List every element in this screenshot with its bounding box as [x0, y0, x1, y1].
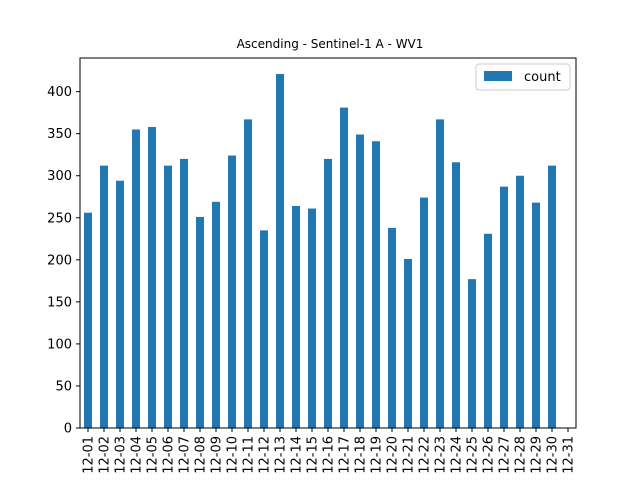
y-tick-label: 350	[47, 127, 72, 142]
x-tick-label: 12-12	[258, 436, 273, 474]
bar-12-22	[420, 197, 428, 428]
y-tick-label: 400	[47, 85, 72, 100]
x-tick-label: 12-02	[98, 436, 113, 474]
x-tick-label: 12-28	[514, 436, 529, 474]
bar-12-25	[468, 279, 476, 428]
legend-box	[475, 63, 571, 91]
x-tick-label: 12-29	[530, 436, 545, 474]
bar-12-28	[516, 175, 524, 428]
x-tick-label: 12-16	[322, 436, 337, 474]
x-tick-label: 12-10	[226, 436, 241, 474]
bar-12-11	[244, 119, 252, 429]
bar-12-09	[212, 201, 220, 428]
legend: count	[475, 63, 571, 91]
y-tick-label: 200	[47, 253, 72, 268]
x-tick-label: 12-07	[178, 436, 193, 474]
x-tick-label: 12-08	[194, 436, 209, 474]
x-tick-label: 12-13	[274, 436, 289, 474]
x-tick-label: 12-15	[306, 436, 321, 474]
x-tick-label: 12-09	[210, 436, 225, 474]
legend-label: count	[524, 70, 561, 85]
plot-frame	[79, 57, 577, 429]
bar-12-10	[228, 155, 236, 428]
x-tick-label: 12-06	[162, 436, 177, 474]
x-axis: 12-01 12-02 12-03 12-04 12-05 12-06 12-07 12-08…	[82, 428, 577, 474]
x-tick-label: 12-22	[418, 436, 433, 474]
x-tick-label: 12-21	[402, 436, 417, 474]
bar-12-15	[308, 208, 316, 428]
y-axis: 0 50 100 150 200 250 300 350 400	[47, 85, 80, 437]
bar-12-07	[180, 158, 188, 428]
bar-12-29	[532, 202, 540, 428]
x-tick-label: 12-04	[130, 436, 145, 474]
y-tick-label: 300	[47, 169, 72, 184]
bar-12-17	[340, 107, 348, 428]
bar-12-06	[164, 165, 172, 429]
bar-12-05	[148, 126, 156, 429]
x-tick-label: 12-20	[386, 436, 401, 474]
y-tick-label: 100	[47, 337, 72, 352]
bar-12-04	[132, 129, 140, 428]
bar-12-20	[388, 227, 396, 428]
y-tick-label: 150	[47, 295, 72, 310]
x-tick-label: 12-11	[242, 436, 257, 474]
bar-12-13	[276, 73, 284, 429]
x-tick-label: 12-25	[466, 436, 481, 474]
x-tick-label: 12-01	[82, 436, 97, 474]
bar-12-26	[484, 233, 492, 428]
bar-group	[84, 73, 556, 429]
bar-12-01	[84, 212, 92, 428]
bar-12-30	[548, 165, 556, 429]
x-tick-label: 12-17	[338, 436, 353, 474]
bar-12-21	[404, 258, 412, 428]
x-tick-label: 12-26	[482, 436, 497, 474]
bar-12-12	[260, 230, 268, 428]
legend-swatch	[484, 71, 512, 81]
x-tick-label: 12-31	[562, 436, 577, 474]
bar-12-23	[436, 119, 444, 429]
chart-title: Ascending - Sentinel-1 A - WV1	[237, 37, 424, 51]
bar-12-14	[292, 206, 300, 428]
x-tick-label: 12-18	[354, 436, 369, 474]
bar-12-24	[452, 162, 460, 429]
x-tick-label: 12-23	[434, 436, 449, 474]
y-tick-label: 250	[47, 211, 72, 226]
bar-12-27	[500, 186, 508, 428]
bar-12-18	[356, 134, 364, 429]
x-tick-label: 12-05	[146, 436, 161, 474]
y-tick-label: 50	[55, 379, 72, 394]
bar-12-19	[372, 141, 380, 428]
x-tick-label: 12-14	[290, 436, 305, 474]
x-tick-label: 12-27	[498, 436, 513, 474]
y-tick-label: 0	[64, 422, 72, 437]
bar-12-02	[100, 165, 108, 429]
bar-12-08	[196, 216, 204, 428]
x-tick-label: 12-19	[370, 436, 385, 474]
x-tick-label: 12-24	[450, 436, 465, 474]
x-tick-label: 12-03	[114, 436, 129, 474]
bar-12-03	[116, 180, 124, 428]
bar-12-16	[324, 158, 332, 428]
x-tick-label: 12-30	[546, 436, 561, 474]
